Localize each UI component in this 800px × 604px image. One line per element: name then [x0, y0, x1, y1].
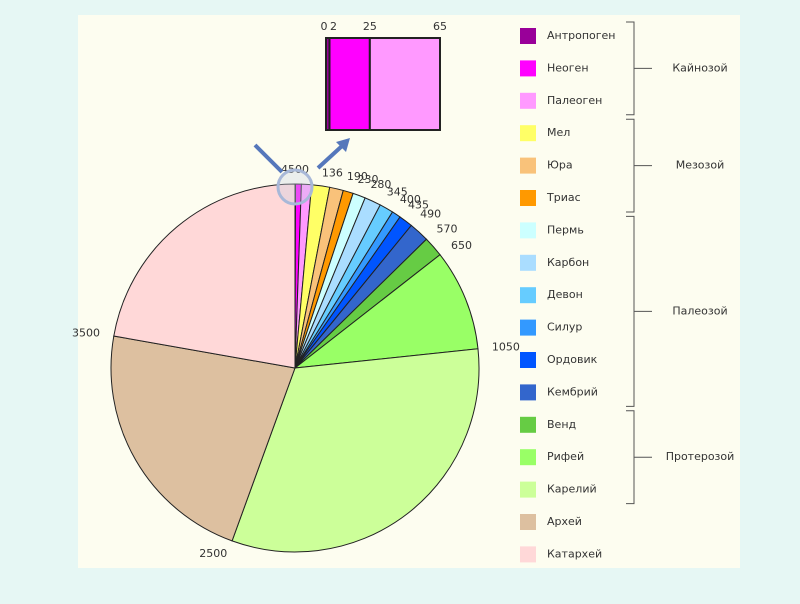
legend: Антропоген Неоген Палеоген Кайнозой Мел Юра Тр… — [520, 21, 735, 563]
legend-label: Ордовик — [547, 353, 598, 366]
legend-swatch — [520, 254, 536, 271]
slice — [231, 348, 480, 553]
era-bracket — [626, 118, 652, 213]
magnifier — [276, 168, 314, 206]
boundary-label: 435 — [408, 198, 429, 211]
legend-label: Палеоген — [547, 94, 602, 107]
boundary-label: 230 — [357, 173, 378, 186]
legend-swatch — [520, 28, 536, 44]
zoom-slice — [368, 37, 442, 131]
boundary-label: 400 — [400, 193, 421, 206]
zoom-label: 0 — [321, 20, 328, 33]
era-label: Кайнозой — [672, 61, 727, 74]
zoom-label: 25 — [363, 20, 377, 33]
boundary-label: 3500 — [72, 327, 100, 340]
legend-swatch — [520, 481, 536, 498]
legend-label: Катархей — [547, 547, 602, 560]
legend-swatch — [520, 157, 536, 174]
boundary-label: 1050 — [492, 340, 520, 353]
zoom-arrowhead — [336, 138, 350, 152]
legend-label: Карелий — [547, 483, 597, 496]
zoom-label: 65 — [433, 20, 447, 33]
era-bracket — [626, 215, 652, 407]
legend-swatch — [520, 352, 536, 368]
legend-swatch — [520, 92, 536, 109]
legend-label: Пермь — [547, 223, 584, 236]
legend-swatch — [520, 546, 536, 563]
boundary-label: 345 — [387, 186, 408, 199]
zoom-inset: 0 2 25 65 — [321, 20, 447, 131]
zoom-label: 2 — [330, 20, 337, 33]
legend-label: Силур — [547, 321, 582, 334]
era-label: Протерозой — [666, 450, 735, 463]
era-bracket — [626, 410, 652, 505]
era-label: Палеозой — [672, 304, 727, 317]
legend-label: Архей — [547, 515, 582, 528]
legend-label: Юра — [547, 159, 573, 172]
slice — [110, 335, 296, 542]
pointer-arrow — [253, 143, 284, 174]
legend-swatch — [520, 60, 536, 77]
legend-label: Мел — [547, 126, 570, 139]
era-bracket — [626, 21, 652, 116]
legend-swatch — [520, 190, 536, 206]
legend-label: Неоген — [547, 61, 589, 74]
slice — [113, 183, 296, 369]
legend-label: Антропоген — [547, 29, 616, 42]
legend-swatch — [520, 449, 536, 466]
legend-swatch — [520, 222, 536, 239]
era-label: Мезозой — [676, 159, 725, 172]
legend-swatch — [520, 514, 536, 530]
legend-swatch — [520, 416, 536, 433]
zoom-slice — [328, 37, 371, 131]
legend-label: Девон — [547, 288, 583, 301]
boundary-label: 490 — [420, 208, 441, 221]
legend-label: Триас — [546, 191, 581, 204]
legend-label: Рифей — [547, 450, 584, 463]
boundary-label: 280 — [370, 178, 391, 191]
legend-swatch — [520, 384, 536, 401]
zoom-arrow — [316, 144, 344, 170]
legend-label: Кембрий — [547, 385, 598, 398]
legend-swatch — [520, 319, 536, 336]
boundary-label: 136 — [322, 167, 343, 180]
legend-label: Карбон — [547, 256, 589, 269]
boundary-label: 190 — [347, 170, 368, 183]
legend-label: Венд — [547, 418, 577, 431]
boundary-label: 2500 — [199, 547, 227, 560]
boundary-label: 650 — [451, 239, 472, 252]
legend-swatch — [520, 287, 536, 304]
slice — [293, 254, 479, 369]
legend-swatch — [520, 125, 536, 142]
boundary-label: 570 — [436, 222, 457, 235]
